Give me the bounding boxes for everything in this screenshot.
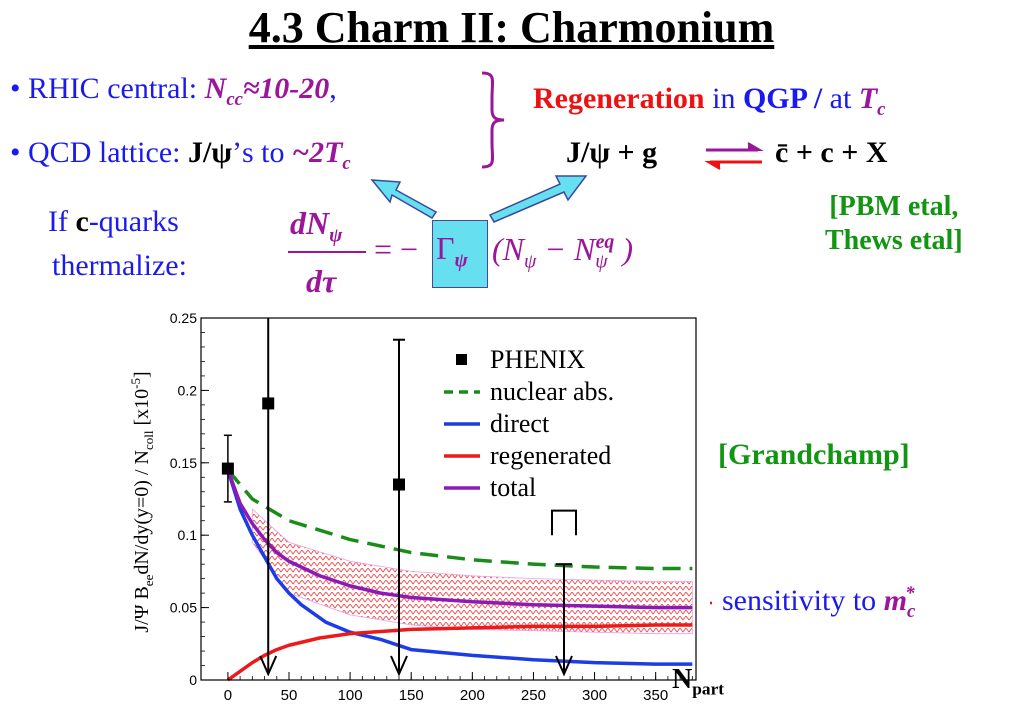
x-tick-label: 100 <box>338 687 363 704</box>
legend-label: total <box>490 473 536 502</box>
curve-nuclear-abs <box>226 468 693 571</box>
regeneration-line: Regeneration in QGP / at Tc <box>533 82 886 120</box>
jpsi-symbol: J/ψ <box>187 136 232 169</box>
bullet-trail: , <box>329 72 337 105</box>
down-arrow-icon <box>555 655 573 677</box>
x-tick-label: 250 <box>521 687 546 704</box>
eq-minus: = − <box>374 231 419 267</box>
curve-regenerated <box>226 623 693 682</box>
equilibrium-arrows-icon <box>704 142 764 170</box>
phenix-point <box>262 397 275 410</box>
x-axis-label: Npart <box>672 664 725 699</box>
x-tick-label: 150 <box>399 687 424 704</box>
regen-in: in <box>704 82 743 115</box>
legend-label: nuclear abs. <box>490 377 614 406</box>
x-tick-label: 50 <box>281 687 298 704</box>
sensitivity-band <box>251 508 693 635</box>
curve-total <box>226 469 693 610</box>
eq-parenthesis: (Nψ − Nψeq ) <box>492 231 633 273</box>
x-tick-label: 350 <box>643 687 668 704</box>
down-arrow-icon <box>259 655 278 677</box>
c-quark-symbol: c <box>75 205 89 238</box>
eq-denominator: dτ <box>306 263 337 299</box>
upper-limit-bracket <box>551 509 577 536</box>
y-tick-label: 0.1 <box>178 527 198 543</box>
eq-numerator: dNψ <box>290 205 343 247</box>
slide-title: 4.3 Charm II: Charmonium <box>248 3 775 52</box>
if-word: If <box>48 205 76 238</box>
pointer-arrows-icon <box>370 175 588 223</box>
regeneration-word: Regeneration <box>533 82 705 115</box>
quarks-word: -quarks <box>88 205 179 238</box>
ncc-symbol: Ncc <box>204 72 243 110</box>
qgp-word: QGP <box>742 82 807 115</box>
regen-slash: / <box>806 82 830 115</box>
x-tick-label: 300 <box>582 687 607 704</box>
y-tick-label: 0.15 <box>170 455 197 471</box>
charm-mass-symbol: mc* <box>883 583 916 622</box>
ref-line-2: Thews etal] <box>825 225 963 256</box>
phenix-point <box>221 462 234 475</box>
legend-label: PHENIX <box>490 345 586 374</box>
thermalize-word: thermalize: <box>52 249 187 282</box>
bullet-label: QCD lattice: <box>28 136 188 169</box>
gamma-symbol: Γψ <box>436 230 468 272</box>
ref-grandchamp: [Grandchamp] <box>718 438 910 471</box>
bullet-mid: ’s to <box>231 136 292 169</box>
y-tick-label: 0 <box>189 672 197 688</box>
bullet-mark: • <box>10 136 21 169</box>
bullet-lattice: • QCD lattice: J/ψ’s to ~2Tc <box>10 136 351 174</box>
legend-label: direct <box>490 409 550 438</box>
phenix-point <box>393 478 405 491</box>
ref-pbm-thews: [PBM etal, Thews etal] <box>825 190 963 258</box>
reaction-right: c̄ + c + X <box>775 136 888 169</box>
regen-at: at <box>829 82 859 115</box>
right-brace <box>481 71 505 169</box>
plot-frame <box>200 317 697 681</box>
legend-label: regenerated <box>490 441 611 470</box>
y-tick-label: 0.25 <box>170 310 197 326</box>
tc-symbol: Tc <box>858 82 886 120</box>
y-axis-label: J/Ψ BeedN/dy(y=0) / Ncoll [x10-5] <box>128 371 156 632</box>
bullet-rhic: • RHIC central: Ncc≈10-20, <box>10 72 337 110</box>
sensitivity-note: sensitivity to mc* <box>722 583 916 622</box>
down-arrow-icon <box>390 655 408 677</box>
gamma-box <box>432 220 488 288</box>
x-tick-label: 200 <box>460 687 485 704</box>
dissociation-temp: ~2Tc <box>291 136 351 174</box>
bullet-label: RHIC central: <box>28 72 205 105</box>
y-tick-label: 0.2 <box>178 382 198 398</box>
ncc-value: ≈10-20 <box>242 72 330 105</box>
bullet-mark: • <box>10 72 21 105</box>
sensitivity-text: sensitivity to <box>722 584 884 617</box>
eq-fraction-bar <box>288 251 366 253</box>
x-tick-label: 0 <box>224 687 232 704</box>
legend-marker-phenix <box>456 354 467 365</box>
y-tick-label: 0.05 <box>170 600 197 616</box>
charmonium-chart: 0 50 100 150 200 250 300 350 0 0.05 0.1 0.15 0.2 0.25… <box>110 304 710 708</box>
ref-line-1: [PBM etal, <box>829 191 959 222</box>
thermalize-note: If c-quarks thermalize: <box>48 200 187 288</box>
reaction-left: J/ψ + g <box>566 136 658 169</box>
